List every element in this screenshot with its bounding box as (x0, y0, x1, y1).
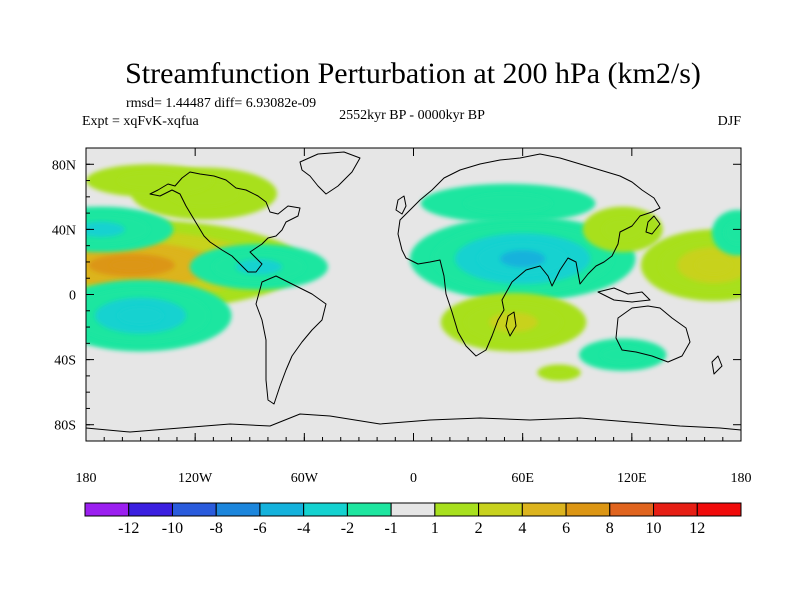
anomaly-north-pacific-north (86, 206, 174, 253)
anomaly-contour (695, 256, 732, 275)
experiment-text: Expt = xqFvK-xqfua (82, 114, 200, 129)
anomaly-contour (602, 217, 643, 241)
anomaly-caribbean (189, 244, 328, 290)
anomaly-contour (489, 312, 538, 332)
colorbar-label: 8 (606, 520, 614, 537)
greenland-coastline (299, 151, 361, 195)
anomaly-southern-africa (440, 292, 587, 352)
x-tick-label: 60W (291, 471, 319, 486)
colorbar-swatch (609, 502, 655, 517)
colorbar-swatch (696, 502, 742, 517)
anomaly-south-indian-ocean (537, 364, 581, 381)
colorbar-label: -12 (118, 520, 139, 537)
colorbar-swatch (390, 502, 436, 517)
colorbar-swatch (259, 502, 305, 517)
colorbar-label: -8 (210, 520, 223, 537)
stats-text: rmsd= 1.44487 diff= 6.93082e-09 (126, 96, 316, 111)
australia-coastline (615, 305, 691, 363)
anomaly-layer (86, 164, 741, 381)
season-text: DJF (718, 114, 742, 129)
anomaly-contour (600, 346, 645, 363)
chart-title: Streamfunction Perturbation at 200 hPa (… (125, 57, 701, 90)
colorbar-label: -1 (384, 520, 397, 537)
colorbar-swatch (521, 502, 567, 517)
indonesia-coastline (597, 287, 651, 303)
x-tick-label: 120W (178, 471, 213, 486)
colorbar-label: -10 (162, 520, 183, 537)
anomaly-contour (117, 306, 164, 325)
colorbar-swatch (128, 502, 173, 517)
colorbar-label: -4 (297, 520, 310, 537)
colorbar-swatch (565, 502, 611, 517)
y-tick-label: 40N (52, 223, 76, 238)
anomaly-north-pacific-west (640, 229, 741, 302)
y-tick-label: 40S (54, 354, 76, 369)
x-tick-label: 180 (76, 471, 97, 486)
new-zealand-coastline (711, 355, 723, 375)
anomaly-north-pacific-northwest (711, 209, 741, 256)
anomaly-contour (724, 221, 741, 245)
anomaly-contour (109, 259, 154, 271)
colorbar-swatch (303, 502, 348, 517)
anomaly-contour (464, 193, 552, 214)
anomaly-contour (117, 172, 182, 189)
colorbar-swatch (434, 502, 480, 517)
anomaly-south-pacific (86, 279, 232, 352)
uk-coastline (395, 195, 407, 215)
antarctica-coastline (86, 413, 741, 433)
madagascar-coastline (505, 311, 517, 337)
south-america-coastline (255, 275, 327, 405)
colorbar-label: 2 (475, 520, 483, 537)
x-tick-label: 0 (410, 471, 417, 486)
anomaly-south-indian-ocean-east (579, 338, 667, 372)
colorbar-swatch (478, 502, 523, 517)
colorbar-label: -6 (253, 520, 266, 537)
north-america-coastline (149, 171, 301, 273)
x-tick-label: 180 (731, 471, 752, 486)
anomaly-siberia (420, 183, 596, 223)
anomaly-canada (86, 164, 214, 197)
anomaly-contour (548, 368, 570, 377)
y-tick-label: 80N (52, 158, 76, 173)
colorbar: -12 -10 -8 -6 -4 -2 -1 1 2 4 6 8 10 12 (84, 502, 742, 537)
y-tick-label: 0 (69, 289, 76, 304)
eurasia-africa-coastline (397, 153, 661, 357)
y-tick-label: 80S (54, 419, 76, 434)
colorbar-swatch (653, 502, 698, 517)
colorbar-label: 10 (646, 520, 662, 537)
x-tick-label: 120E (617, 471, 647, 486)
anomaly-contour (500, 250, 546, 268)
coastlines (86, 151, 741, 433)
x-axis-ticks: 180 120W 60W 0 60E 120E 180 (76, 148, 752, 486)
colorbar-swatch (215, 502, 261, 517)
x-tick-label: 60E (511, 471, 534, 486)
colorbar-swatch (84, 502, 130, 517)
colorbar-label: -2 (341, 520, 354, 537)
colorbar-label: 4 (518, 520, 526, 537)
colorbar-swatch (346, 502, 392, 517)
anomaly-east-asia (582, 206, 663, 253)
anomaly-contour (86, 221, 125, 237)
colorbar-swatch (171, 502, 217, 517)
colorbar-label: 12 (689, 520, 705, 537)
y-axis-ticks: 80N 40N 0 40S 80S (52, 158, 741, 434)
colorbar-label: 6 (562, 520, 570, 537)
japan-coastline (645, 215, 661, 235)
period-text: 2552kyr BP - 0000kyr BP (339, 108, 485, 123)
colorbar-label: 1 (431, 520, 439, 537)
